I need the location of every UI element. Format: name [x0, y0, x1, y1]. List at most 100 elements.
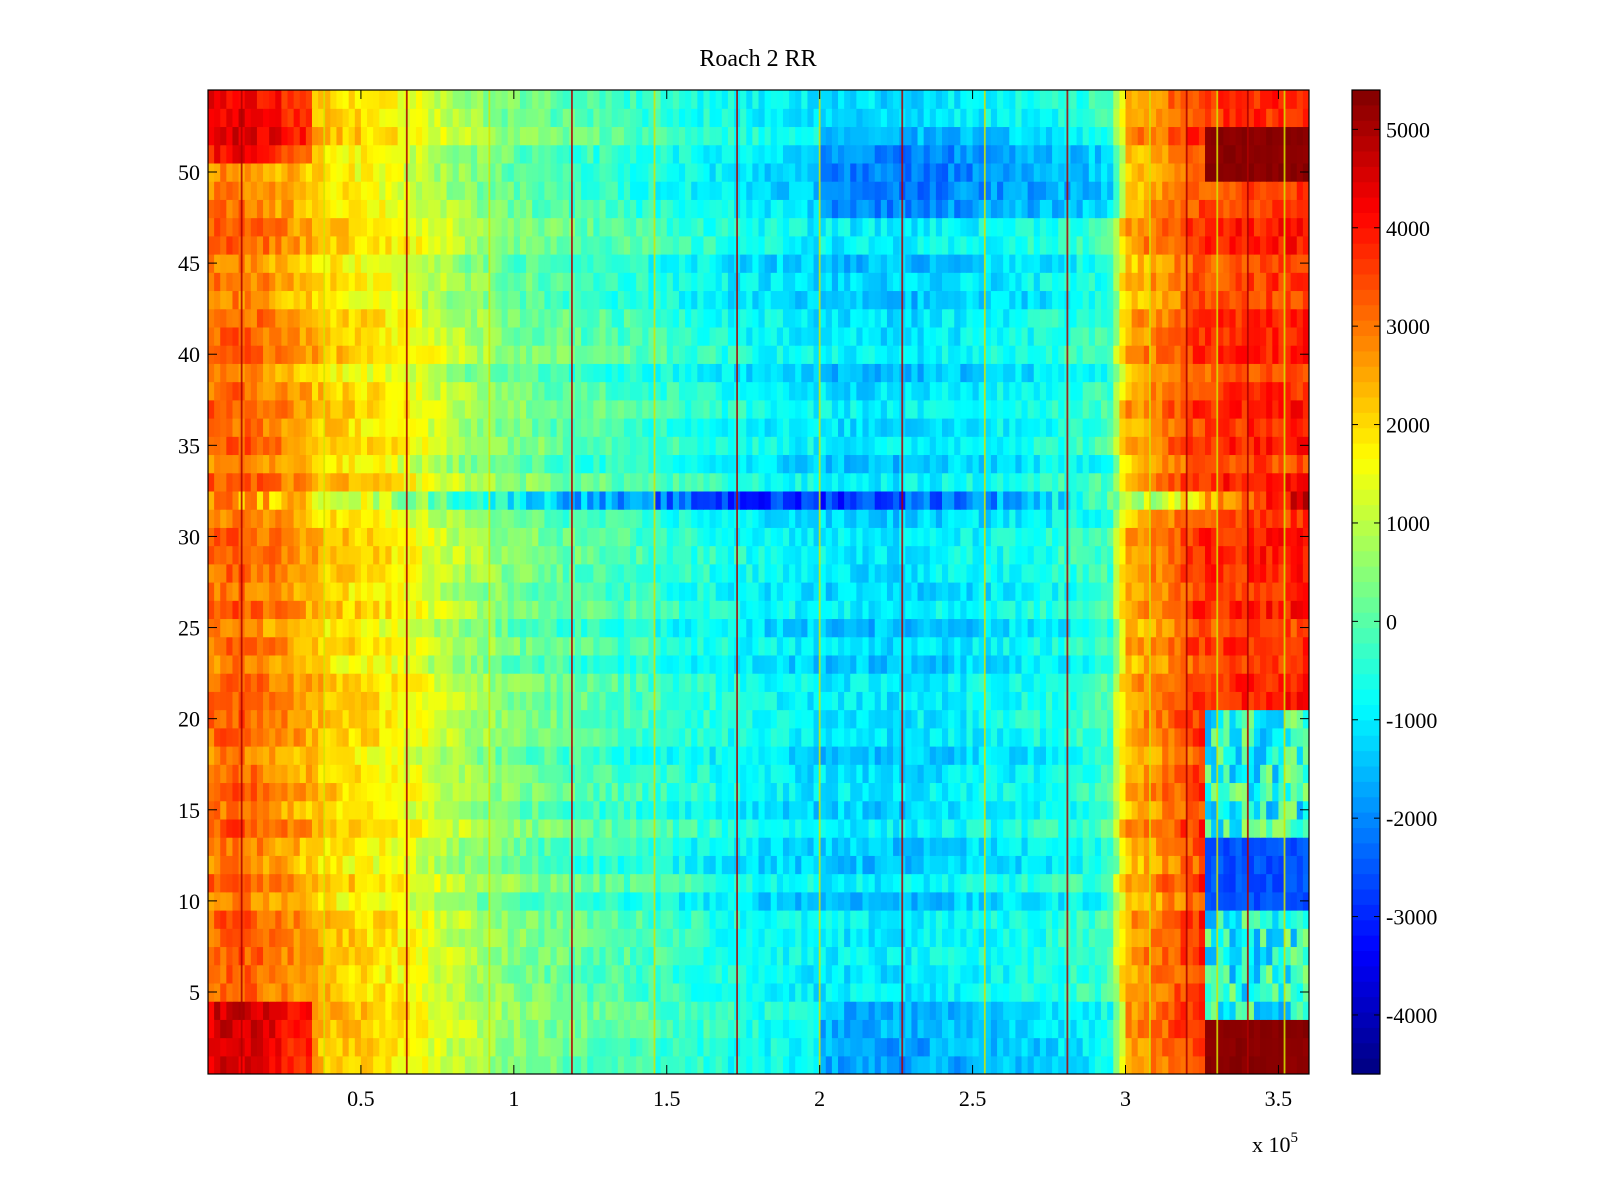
heatmap-cell [318, 563, 325, 583]
heatmap-cell [1302, 873, 1309, 893]
heatmap-cell [703, 563, 711, 583]
heatmap-cell [660, 837, 668, 856]
heatmap-cell [281, 946, 289, 966]
heatmap-cell [1003, 818, 1010, 838]
heatmap-cell [917, 1055, 925, 1074]
heatmap-cell [611, 582, 619, 601]
heatmap-cell [752, 1019, 760, 1039]
heatmap-cell [477, 636, 484, 656]
heatmap-cell [550, 746, 558, 765]
heatmap-cell [960, 910, 968, 929]
heatmap-cell [672, 873, 680, 893]
heatmap-cell [807, 946, 815, 966]
heatmap-cell [948, 1001, 955, 1020]
heatmap-cell [446, 600, 454, 620]
heatmap-cell [838, 654, 845, 674]
heatmap-cell [660, 800, 668, 820]
heatmap-cell [1039, 837, 1047, 856]
heatmap-cell [471, 855, 478, 875]
heatmap-cell [654, 1019, 662, 1039]
heatmap-cell [672, 618, 680, 638]
heatmap-cell [1009, 782, 1016, 802]
heatmap-cell [764, 910, 772, 929]
heatmap-cell [599, 709, 607, 729]
heatmap-cell [819, 618, 827, 638]
heatmap-cell [287, 837, 295, 856]
heatmap-cell [623, 837, 631, 856]
heatmap-cell [1284, 673, 1292, 692]
heatmap-cell [379, 1001, 386, 1020]
heatmap-cell [1162, 746, 1169, 765]
heatmap-cell [1143, 1019, 1151, 1039]
heatmap-cell [275, 1037, 282, 1057]
heatmap-cell [507, 1037, 515, 1057]
heatmap-cell [642, 1001, 649, 1020]
heatmap-cell [630, 636, 637, 656]
heatmap-cell [1027, 946, 1035, 966]
heatmap-cell [984, 636, 992, 656]
heatmap-cell [1162, 855, 1169, 875]
heatmap-cell [501, 964, 509, 984]
heatmap-cell [330, 709, 338, 729]
heatmap-cell [1125, 891, 1133, 911]
heatmap-cell [599, 563, 607, 583]
heatmap-cell [948, 618, 955, 638]
heatmap-cell [764, 855, 772, 875]
heatmap-cell [862, 563, 870, 583]
heatmap-cell [220, 818, 227, 838]
heatmap-cell [954, 982, 961, 1002]
heatmap-cell [281, 837, 289, 856]
heatmap-cell [391, 928, 399, 948]
heatmap-cell [672, 1019, 680, 1039]
heatmap-cell [519, 837, 527, 856]
heatmap-cell [929, 691, 937, 711]
heatmap-cell [782, 837, 790, 856]
heatmap-cell [287, 1019, 295, 1039]
heatmap-cell [1192, 946, 1200, 966]
heatmap-cell [550, 563, 558, 583]
heatmap-cell [1186, 818, 1194, 838]
heatmap-cell [256, 891, 264, 911]
heatmap-cell [862, 1037, 870, 1057]
heatmap-cell [415, 709, 423, 729]
heatmap-cell [299, 563, 307, 583]
heatmap-cell [984, 782, 992, 802]
heatmap-cell [630, 746, 637, 765]
heatmap-cell [978, 837, 986, 856]
heatmap-cell [550, 764, 558, 784]
heatmap-cell [526, 1001, 533, 1020]
heatmap-cell [850, 600, 857, 620]
heatmap-cell [360, 746, 368, 765]
heatmap-cell [630, 928, 637, 948]
heatmap-cell [495, 764, 503, 784]
heatmap-cell [764, 709, 772, 729]
heatmap-cell [789, 691, 796, 711]
heatmap-cell [1235, 873, 1243, 893]
heatmap-cell [1290, 891, 1298, 911]
heatmap-cell [587, 636, 594, 656]
heatmap-cell [746, 691, 753, 711]
heatmap-cell [556, 709, 564, 729]
heatmap-cell [685, 709, 692, 729]
heatmap-cell [1058, 946, 1065, 966]
heatmap-cell [1198, 600, 1206, 620]
heatmap-cell [703, 600, 711, 620]
heatmap-cell [1101, 800, 1108, 820]
heatmap-cell [1156, 1037, 1163, 1057]
heatmap-cell [330, 837, 338, 856]
heatmap-cell [281, 600, 289, 620]
heatmap-cell [758, 964, 766, 984]
heatmap-cell [1235, 1001, 1243, 1020]
heatmap-cell [532, 982, 539, 1002]
heatmap-cell [697, 1055, 705, 1074]
heatmap-cell [954, 891, 961, 911]
heatmap-cell [1223, 964, 1231, 984]
heatmap-cell [1015, 654, 1023, 674]
heatmap-cell [446, 673, 454, 692]
heatmap-cell [978, 582, 986, 601]
heatmap-cell [905, 910, 913, 929]
heatmap-cell [611, 800, 619, 820]
heatmap-cell [721, 709, 729, 729]
heatmap-cell [1266, 636, 1273, 656]
heatmap-cell [208, 818, 215, 838]
